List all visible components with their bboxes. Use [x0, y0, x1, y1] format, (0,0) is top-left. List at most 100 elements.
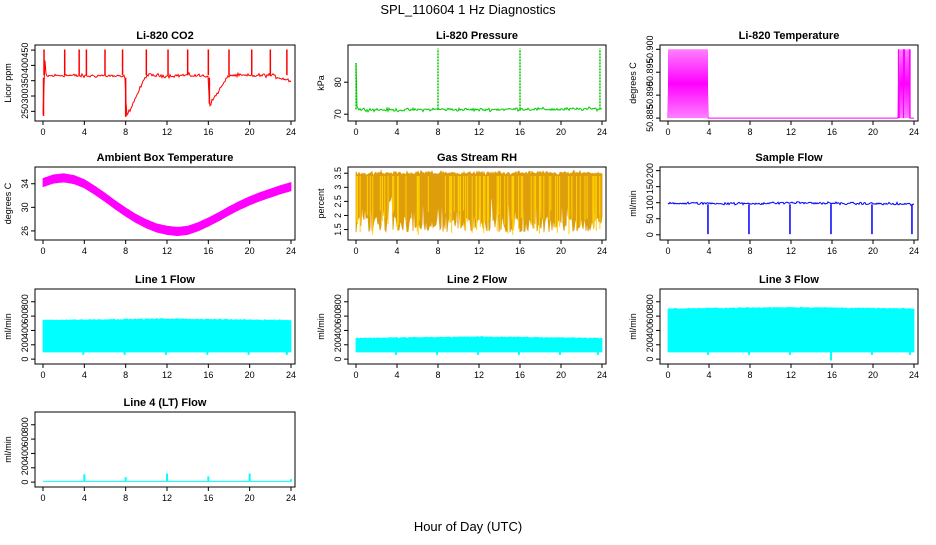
x-tick-label: 4 — [706, 370, 711, 380]
x-tick-label: 24 — [597, 246, 607, 256]
x-tick-label: 8 — [747, 370, 752, 380]
x-tick-label: 4 — [82, 493, 87, 503]
x-tick-label: 4 — [82, 370, 87, 380]
x-tick-label: 4 — [394, 370, 399, 380]
panel-title: Line 3 Flow — [759, 274, 819, 286]
series-band — [42, 317, 292, 353]
figure-xlabel: Hour of Day (UTC) — [414, 519, 522, 534]
x-tick-label: 8 — [123, 493, 128, 503]
panel-frame — [659, 166, 919, 241]
x-tick-label: 20 — [245, 493, 255, 503]
x-tick-label: 24 — [909, 246, 919, 256]
y-tick-label: 450 — [20, 43, 30, 58]
y-tick-label: 800 — [333, 294, 343, 309]
x-tick-label: 12 — [474, 246, 484, 256]
y-tick-label: 200 — [645, 337, 655, 352]
y-tick-label: 50.890 — [645, 81, 655, 109]
panel-frame — [34, 288, 296, 365]
y-tick-label: 0 — [20, 480, 30, 485]
x-tick-label: 12 — [786, 370, 796, 380]
x-tick-label: 4 — [394, 127, 399, 137]
panel-title: Li-820 Temperature — [739, 30, 840, 42]
y-tick-label: 50.895 — [645, 58, 655, 86]
x-tick-label: 24 — [286, 246, 296, 256]
x-tick-label: 24 — [286, 370, 296, 380]
x-tick-label: 4 — [706, 246, 711, 256]
panel-9: Line 3 Flow ml/min 0 4 8 12 16 20 24 0 20040060080… — [628, 274, 919, 380]
y-axis-label: ml/min — [3, 313, 13, 340]
x-tick-label: 0 — [665, 370, 670, 380]
x-tick-label: 4 — [394, 246, 399, 256]
x-tick-label: 12 — [474, 127, 484, 137]
y-tick-label: 50.900 — [645, 36, 655, 64]
x-tick-label: 16 — [827, 127, 837, 137]
panel-title: Li-820 Pressure — [436, 30, 518, 42]
series-line — [667, 201, 915, 207]
y-tick-label: 80 — [333, 77, 343, 87]
y-axis-label: kPa — [316, 75, 326, 91]
x-tick-label: 12 — [162, 246, 172, 256]
y-tick-label: 200 — [20, 460, 30, 475]
y-tick-label: 200 — [333, 337, 343, 352]
x-tick-label: 24 — [909, 370, 919, 380]
x-tick-label: 12 — [786, 127, 796, 137]
y-tick-label: 600 — [645, 309, 655, 324]
y-tick-label: 600 — [20, 309, 30, 324]
y-axis-label: ml/min — [628, 190, 638, 217]
x-tick-label: 12 — [162, 493, 172, 503]
x-tick-label: 16 — [203, 246, 213, 256]
panel-3: Li-820 Temperature degrees C 0 4 8 12 16 20 24 50… — [628, 30, 919, 137]
x-tick-label: 20 — [245, 127, 255, 137]
y-axis-label: ml/min — [628, 313, 638, 340]
panel-frame — [347, 166, 607, 241]
x-tick-label: 16 — [827, 370, 837, 380]
panel-frame — [347, 44, 607, 122]
x-tick-label: 20 — [556, 370, 566, 380]
x-tick-label: 8 — [435, 370, 440, 380]
panel-7: Line 1 Flow ml/min 0 4 8 12 16 20 24 0 20040060080… — [3, 274, 296, 380]
y-tick-label: 800 — [645, 294, 655, 309]
x-tick-label: 4 — [706, 127, 711, 137]
x-tick-label: 0 — [40, 246, 45, 256]
series-band — [667, 306, 915, 353]
y-axis-label: Licor ppm — [3, 63, 13, 103]
series-line — [355, 63, 603, 113]
panel-title: Sample Flow — [755, 152, 823, 164]
panel-frame — [34, 44, 296, 122]
series-line — [42, 60, 292, 117]
panel-title: Line 2 Flow — [447, 274, 507, 286]
y-tick-label: 400 — [645, 323, 655, 338]
x-tick-label: 20 — [556, 127, 566, 137]
x-tick-label: 8 — [747, 246, 752, 256]
x-tick-label: 12 — [162, 127, 172, 137]
x-tick-label: 12 — [474, 370, 484, 380]
x-tick-label: 20 — [245, 370, 255, 380]
y-tick-label: 0 — [333, 357, 343, 362]
panel-frame — [34, 411, 296, 488]
y-tick-label: 2.5 — [333, 195, 343, 208]
panel-title: Gas Stream RH — [437, 152, 517, 164]
y-tick-label: 30 — [20, 202, 30, 212]
y-tick-label: 3 — [333, 185, 343, 190]
y-tick-label: 150 — [645, 179, 655, 194]
x-tick-label: 0 — [665, 127, 670, 137]
x-tick-label: 16 — [203, 127, 213, 137]
y-axis-label: degrees C — [628, 62, 638, 104]
y-tick-label: 200 — [645, 163, 655, 178]
x-tick-label: 20 — [868, 370, 878, 380]
x-tick-label: 8 — [123, 127, 128, 137]
x-tick-label: 24 — [286, 493, 296, 503]
y-axis-label: degrees C — [3, 182, 13, 224]
y-tick-label: 800 — [20, 294, 30, 309]
y-tick-label: 800 — [20, 417, 30, 432]
panel-5: Gas Stream RH percent 0 4 8 12 16 20 24 1.5 2 2.5 3 3… — [316, 152, 607, 256]
y-tick-label: 34 — [20, 179, 30, 189]
x-tick-label: 24 — [286, 127, 296, 137]
y-tick-label: 50 — [645, 214, 655, 224]
panel-frame — [347, 288, 607, 365]
y-tick-label: 1.5 — [333, 223, 343, 236]
